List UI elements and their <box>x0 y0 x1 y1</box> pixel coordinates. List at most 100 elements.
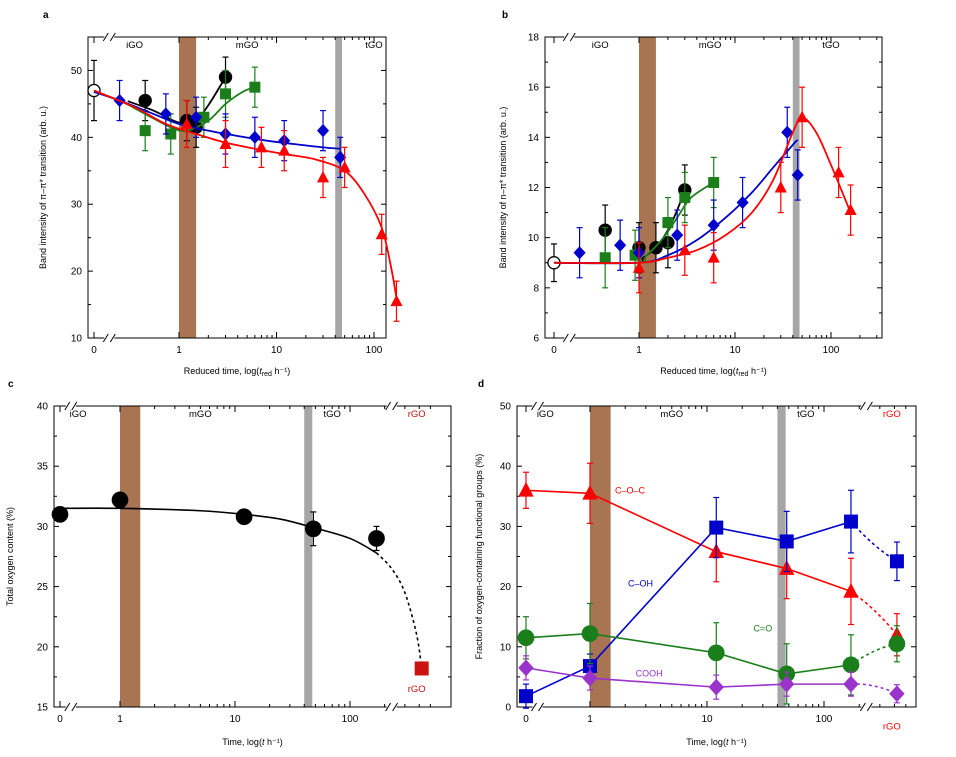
y-tick-label: 40 <box>71 133 83 144</box>
series-red-point <box>219 137 232 149</box>
series-red-point <box>180 117 193 129</box>
x-axis-break-bottom-mask <box>65 702 76 712</box>
region-label-tgo: tGO <box>365 40 382 51</box>
x-tick-label: 100 <box>366 345 383 356</box>
series-c-o-point <box>517 629 535 647</box>
y-tick-label: 50 <box>71 66 83 77</box>
x-axis-break-top-mask <box>532 401 543 411</box>
y-tick-label: 20 <box>71 267 83 278</box>
panel-d: d 0 10 20 30 40 50 0 1 10 100 Fraction of oxygen-co… <box>474 379 917 747</box>
x-tick-label: 1 <box>117 714 123 725</box>
series-red-point <box>707 251 720 263</box>
series-blue-point <box>316 124 330 138</box>
series-black-point <box>368 530 385 547</box>
x-tick-label: 0 <box>523 714 529 725</box>
series-green-point <box>220 88 232 100</box>
x-tick-label: 0 <box>91 345 97 356</box>
x-tick-label: 100 <box>823 345 840 356</box>
region-label-tgo: tGO <box>323 409 340 420</box>
series-red <box>553 86 857 294</box>
series-cooh-end-point <box>889 685 905 703</box>
series-blue-point <box>791 168 804 182</box>
y-tick-label: 6 <box>533 334 539 345</box>
gray-band <box>335 37 343 338</box>
x-tick-label: 10 <box>729 345 741 356</box>
series-c-o-point <box>581 625 599 642</box>
series-cooh-point <box>843 675 859 693</box>
series-blue-point <box>707 218 720 232</box>
x-axis-break-top-slash-2 <box>71 401 78 411</box>
x-axis-break-bottom-slash-2 <box>538 702 544 712</box>
brown-band <box>120 406 141 707</box>
series-c-o-c-line <box>525 489 852 593</box>
y-tick-label: 25 <box>37 582 49 593</box>
panel-b: b 6 8 10 12 14 16 18 0 1 10 100 Band intensity of n–… <box>498 10 883 378</box>
y-tick-label: 8 <box>533 283 539 294</box>
x-tick-label: 10 <box>701 714 713 725</box>
x-axis-break-top-slash-1 <box>64 401 71 411</box>
series-red-point <box>278 144 291 156</box>
gray-band <box>304 406 313 707</box>
y-tick-label: 15 <box>37 703 49 714</box>
x-axis-break-bottom-slash-2 <box>109 333 116 343</box>
x-tick-label: 1 <box>587 714 593 725</box>
y-tick-label: 40 <box>500 462 512 473</box>
series-blue-point <box>334 150 347 164</box>
series-green-point <box>198 111 210 123</box>
series-cooh-point <box>708 678 724 696</box>
y-tick-label: 50 <box>500 402 512 413</box>
panel-a: a 10 20 30 40 50 0 1 10 100 Band intensity of π–π*… <box>38 10 403 378</box>
series-c-oh-point <box>843 514 858 529</box>
x-axis-break-right-bottom-slash-2 <box>392 702 399 712</box>
x-axis-label-sub: red <box>262 371 272 378</box>
x-axis-break-bottom-slash-1 <box>64 702 71 712</box>
x-axis-label-suffix: h⁻¹) <box>728 737 746 747</box>
y-axis-label: Fraction of oxygen-containing functional… <box>474 454 484 660</box>
series-blue-point <box>736 195 749 210</box>
x-axis-break-right-bottom-slash-1 <box>859 702 866 712</box>
brown-band <box>179 37 197 338</box>
series-green-point <box>629 249 641 261</box>
series-blue-point <box>573 246 586 260</box>
series-c-o-label: C=O <box>753 624 772 634</box>
series-c-o-dashed <box>850 643 898 666</box>
series-red-point <box>375 227 388 240</box>
series-blue-point <box>248 130 261 144</box>
series-red <box>93 89 403 322</box>
series-black-point <box>304 520 322 538</box>
region-label-tgo: tGO <box>822 40 839 51</box>
y-tick-label: 0 <box>505 703 511 714</box>
series-red-point <box>774 180 787 193</box>
x-axis-break-top-slash-1 <box>102 32 109 42</box>
series-black-point <box>111 491 129 509</box>
x-axis-label-suffix: h⁻¹) <box>272 366 290 376</box>
x-axis-label-t: t <box>259 366 262 376</box>
series-c-oh-line <box>525 520 852 697</box>
series-blue-point <box>781 125 794 139</box>
y-tick-label: 20 <box>500 582 512 593</box>
series-green-point <box>599 252 611 264</box>
x-axis-label-t: t <box>726 737 729 747</box>
series-cooh: COOH <box>518 655 905 704</box>
x-tick-label: 100 <box>342 714 359 725</box>
y-tick-label: 10 <box>528 233 540 244</box>
region-label-igo: iGO <box>537 409 554 420</box>
region-label-igo: iGO <box>70 409 87 420</box>
fit-curve <box>59 507 377 554</box>
series-red-point <box>390 294 403 307</box>
x-tick-label: 100 <box>816 714 833 725</box>
series-rgo-point <box>414 661 429 676</box>
x-axis-break-right-top-slash-2 <box>866 401 873 411</box>
region-label-mgo: mGO <box>189 409 212 420</box>
x-tick-label: 0 <box>551 345 557 356</box>
x-axis-break-bottom-slash-2 <box>71 702 78 712</box>
x-axis-label: Reduced time, log(tred h⁻¹) <box>660 366 766 378</box>
gray-band <box>792 37 800 338</box>
x-axis-label-t: t <box>736 366 739 376</box>
x-tick-label: 1 <box>176 345 182 356</box>
series-black-point <box>138 93 152 108</box>
x-axis-label-prefix: Time, log( <box>686 737 726 747</box>
x-axis-label-prefix: Time, log( <box>222 737 262 747</box>
x-axis-break-right-top-slash-1 <box>385 401 392 411</box>
